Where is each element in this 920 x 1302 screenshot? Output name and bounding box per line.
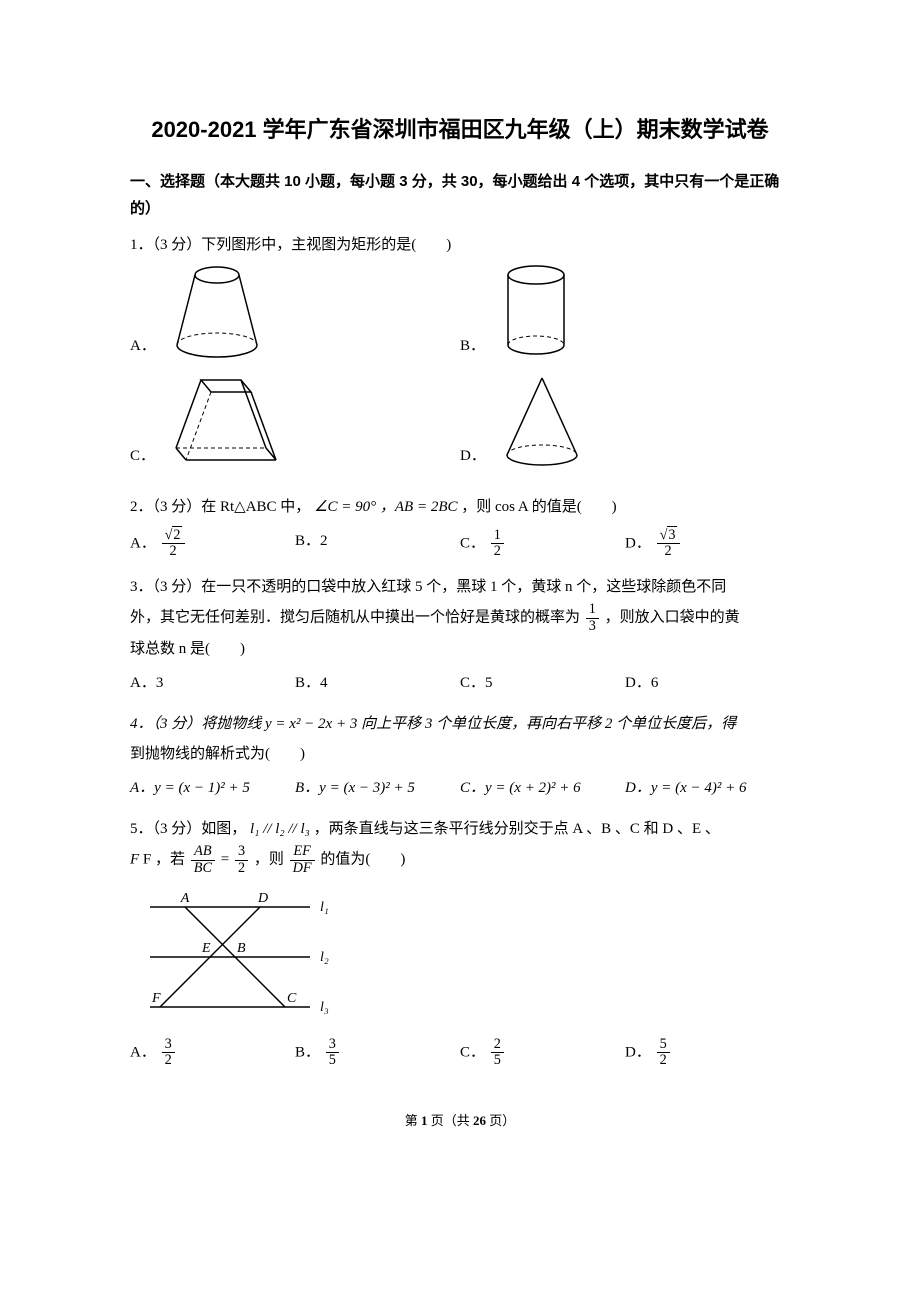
q1-D-label: D． xyxy=(460,443,486,470)
label-E: E xyxy=(201,941,211,956)
q5-options: A． 32 B． 35 C． 25 D． 52 xyxy=(130,1037,790,1069)
section-heading: 一、选择题（本大题共 10 小题，每小题 3 分，共 30，每小题给出 4 个选… xyxy=(130,168,790,222)
frustum-prism-icon xyxy=(161,370,281,470)
exam-title: 2020-2021 学年广东省深圳市福田区九年级（上）期末数学试卷 xyxy=(130,110,790,150)
q1-opt-A: A． xyxy=(130,260,460,360)
q5-parallel: l₁ // l₂ // l₃ xyxy=(250,821,310,837)
q2-D-label: D． xyxy=(625,535,651,551)
q3-options: A．3 B．4 C．5 D．6 xyxy=(130,670,790,697)
footer-total: 26 xyxy=(473,1113,486,1128)
question-4: 4．（3 分）将抛物线 y = x² − 2x + 3 向上平移 3 个单位长度… xyxy=(130,709,790,802)
q3-opt-D: D．6 xyxy=(625,670,790,697)
q5-l2-pre: F ，若 xyxy=(143,852,185,868)
label-l1: l₁ xyxy=(320,900,329,915)
q2-C-label: C． xyxy=(460,535,485,551)
label-C: C xyxy=(287,991,297,1006)
q1-A-label: A． xyxy=(130,333,156,360)
q5-C-label: C． xyxy=(460,1044,485,1060)
q5-opt-A: A． 32 xyxy=(130,1037,295,1069)
q4-opt-D: D．y = (x − 4)² + 6 xyxy=(625,775,790,802)
cone-icon xyxy=(492,370,592,470)
q5-l2: F F ，若 ABBC = 32 ，则 EFDF 的值为( ) xyxy=(130,844,790,876)
label-A: A xyxy=(180,891,190,906)
label-B: B xyxy=(237,941,246,956)
q4-l1: 4．（3 分）将抛物线 y = x² − 2x + 3 向上平移 3 个单位长度… xyxy=(130,709,790,739)
q2-B-val: 2 xyxy=(320,533,328,549)
q1-prompt: 1．（3 分）下列图形中，主视图为矩形的是( ) xyxy=(130,230,790,260)
q4-opt-B: B．y = (x − 3)² + 5 xyxy=(295,775,460,802)
q1-options: A． B． C． xyxy=(130,260,790,480)
q2-post: ，则 cos A 的值是( ) xyxy=(461,499,616,515)
q1-opt-D: D． xyxy=(460,370,790,470)
q2-opt-A: A． 22 xyxy=(130,528,295,560)
q2-prompt: 2．（3 分）在 Rt△ABC 中， ∠C = 90° ，AB = 2BC ，则… xyxy=(130,492,790,522)
question-1: 1．（3 分）下列图形中，主视图为矩形的是( ) A． B． C． xyxy=(130,230,790,480)
q5-A-label: A． xyxy=(130,1044,156,1060)
q5-diagram: A D E B F C l₁ l₂ l₃ xyxy=(130,887,790,1027)
q1-B-label: B． xyxy=(460,333,485,360)
page-footer: 第 1 页（共 26 页） xyxy=(130,1109,790,1132)
question-3: 3．（3 分）在一只不透明的口袋中放入红球 5 个，黑球 1 个，黄球 n 个，… xyxy=(130,572,790,697)
label-F: F xyxy=(151,991,161,1006)
q3-l2-pre: 外，其它无任何差别．搅匀后随机从中摸出一个恰好是黄球的概率为 xyxy=(130,610,580,626)
q2-opt-C: C． 12 xyxy=(460,528,625,560)
question-2: 2．（3 分）在 Rt△ABC 中， ∠C = 90° ，AB = 2BC ，则… xyxy=(130,492,790,560)
q5-opt-D: D． 52 xyxy=(625,1037,790,1069)
label-l3: l₃ xyxy=(320,1000,329,1015)
question-5: 5．（3 分）如图， l₁ // l₂ // l₃ ，两条直线与这三条平行线分别… xyxy=(130,814,790,1069)
parallel-lines-diagram-icon: A D E B F C l₁ l₂ l₃ xyxy=(130,887,350,1017)
q4-opt-C: C．y = (x + 2)² + 6 xyxy=(460,775,625,802)
q2-options: A． 22 B．2 C． 12 D． 32 xyxy=(130,528,790,560)
q1-opt-C: C． xyxy=(130,370,460,470)
footer-pre: 第 xyxy=(405,1113,418,1128)
q5-l2-mid: ，则 xyxy=(254,852,284,868)
q3-l2: 外，其它无任何差别．搅匀后随机从中摸出一个恰好是黄球的概率为 13 ，则放入口袋… xyxy=(130,602,790,634)
q2-rel: ，AB = 2BC xyxy=(380,499,458,515)
q5-l1-post: ，两条直线与这三条平行线分别交于点 A 、B 、C 和 D 、E 、 xyxy=(314,821,720,837)
q5-B-label: B． xyxy=(295,1044,320,1060)
q5-l1: 5．（3 分）如图， l₁ // l₂ // l₃ ，两条直线与这三条平行线分别… xyxy=(130,814,790,844)
footer-page: 1 xyxy=(421,1113,428,1128)
q2-pre: 2．（3 分）在 Rt△ABC 中， xyxy=(130,499,310,515)
q3-l2-post: ，则放入口袋中的黄 xyxy=(605,610,740,626)
q3-opt-A: A．3 xyxy=(130,670,295,697)
q4-l2: 到抛物线的解析式为( ) xyxy=(130,739,790,769)
q4-prompt: 4．（3 分）将抛物线 y = x² − 2x + 3 向上平移 3 个单位长度… xyxy=(130,709,790,769)
q5-l1-pre: 5．（3 分）如图， xyxy=(130,821,246,837)
label-l2: l₂ xyxy=(320,950,329,965)
cylinder-icon xyxy=(491,260,581,360)
q5-D-label: D． xyxy=(625,1044,651,1060)
q2-opt-D: D． 32 xyxy=(625,528,790,560)
footer-post: 页） xyxy=(489,1113,515,1128)
q4-options: A．y = (x − 1)² + 5 B．y = (x − 3)² + 5 C．… xyxy=(130,775,790,802)
footer-mid: 页（共 xyxy=(431,1113,470,1128)
q2-A-label: A． xyxy=(130,535,156,551)
q5-prompt: 5．（3 分）如图， l₁ // l₂ // l₃ ，两条直线与这三条平行线分别… xyxy=(130,814,790,876)
q1-C-label: C． xyxy=(130,443,155,470)
q3-opt-B: B．4 xyxy=(295,670,460,697)
frustum-cone-icon xyxy=(162,260,272,360)
label-D: D xyxy=(257,891,268,906)
q4-opt-A: A．y = (x − 1)² + 5 xyxy=(130,775,295,802)
q2-opt-B: B．2 xyxy=(295,528,460,560)
q5-l2-post: 的值为( ) xyxy=(320,852,405,868)
q3-l1: 3．（3 分）在一只不透明的口袋中放入红球 5 个，黑球 1 个，黄球 n 个，… xyxy=(130,572,790,602)
q2-angle: ∠C = 90° xyxy=(314,499,376,515)
q3-opt-C: C．5 xyxy=(460,670,625,697)
q5-opt-C: C． 25 xyxy=(460,1037,625,1069)
q5-opt-B: B． 35 xyxy=(295,1037,460,1069)
q1-opt-B: B． xyxy=(460,260,790,360)
q2-B-label: B． xyxy=(295,533,320,549)
q3-l3: 球总数 n 是( ) xyxy=(130,634,790,664)
q3-prompt: 3．（3 分）在一只不透明的口袋中放入红球 5 个，黑球 1 个，黄球 n 个，… xyxy=(130,572,790,664)
